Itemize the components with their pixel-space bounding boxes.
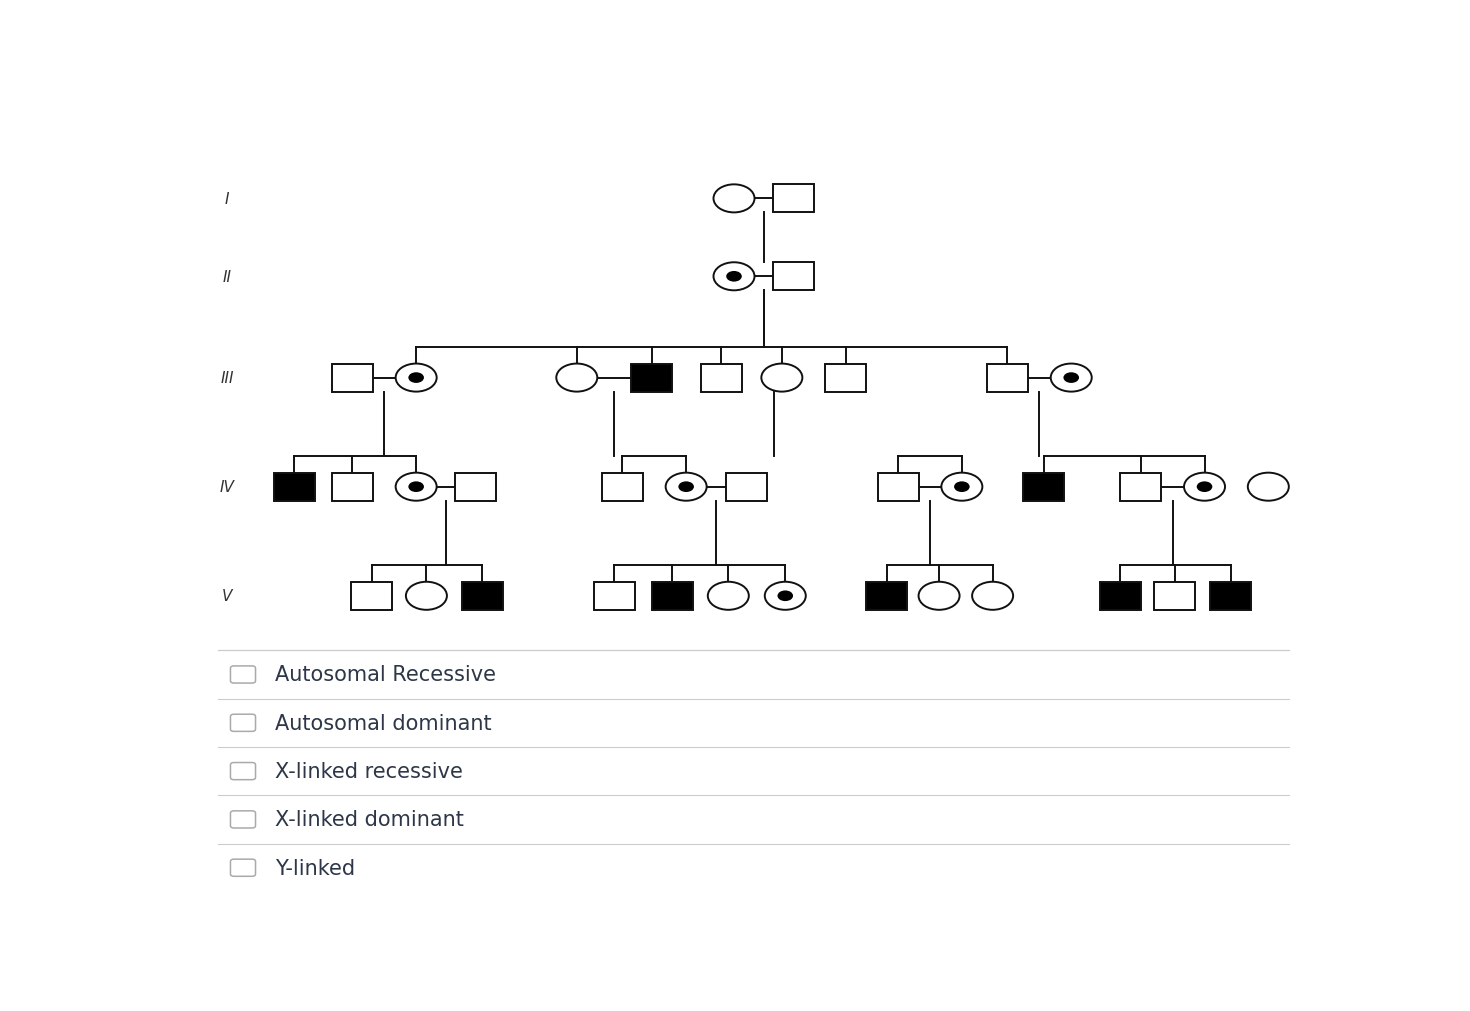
Bar: [878, 473, 919, 501]
Text: Autosomal Recessive: Autosomal Recessive: [275, 665, 495, 684]
Circle shape: [1248, 473, 1289, 501]
Circle shape: [919, 582, 960, 611]
Bar: [454, 473, 495, 501]
Circle shape: [395, 473, 437, 501]
Circle shape: [954, 482, 970, 492]
Circle shape: [761, 364, 803, 392]
Text: Y-linked: Y-linked: [275, 858, 356, 878]
Bar: [653, 582, 692, 611]
Circle shape: [666, 473, 707, 501]
Bar: [601, 473, 642, 501]
Bar: [594, 582, 635, 611]
Circle shape: [778, 590, 794, 602]
Circle shape: [713, 185, 754, 213]
Circle shape: [1197, 482, 1213, 492]
Circle shape: [409, 482, 423, 492]
Circle shape: [764, 582, 806, 611]
Circle shape: [409, 373, 423, 383]
Text: II: II: [222, 270, 232, 284]
Circle shape: [406, 582, 447, 611]
Bar: [1154, 582, 1195, 611]
Text: IV: IV: [219, 479, 235, 494]
FancyBboxPatch shape: [231, 762, 256, 779]
Circle shape: [1183, 473, 1225, 501]
Text: I: I: [225, 192, 229, 206]
Circle shape: [972, 582, 1013, 611]
Bar: [1120, 473, 1161, 501]
FancyBboxPatch shape: [231, 859, 256, 877]
Circle shape: [1063, 373, 1079, 383]
Circle shape: [556, 364, 597, 392]
Bar: [866, 582, 907, 611]
Circle shape: [709, 582, 748, 611]
Bar: [825, 364, 866, 392]
Bar: [332, 364, 373, 392]
Bar: [773, 185, 814, 213]
Text: Autosomal dominant: Autosomal dominant: [275, 713, 491, 733]
Bar: [726, 473, 767, 501]
Circle shape: [941, 473, 982, 501]
Text: X-linked dominant: X-linked dominant: [275, 810, 463, 830]
Text: III: III: [220, 371, 234, 386]
Bar: [1100, 582, 1141, 611]
Circle shape: [726, 272, 742, 282]
FancyBboxPatch shape: [231, 666, 256, 683]
Text: X-linked recessive: X-linked recessive: [275, 761, 463, 782]
Circle shape: [395, 364, 437, 392]
Bar: [462, 582, 503, 611]
FancyBboxPatch shape: [231, 811, 256, 828]
Circle shape: [1051, 364, 1092, 392]
Bar: [1023, 473, 1064, 501]
Bar: [701, 364, 742, 392]
Bar: [986, 364, 1028, 392]
Bar: [773, 263, 814, 291]
Circle shape: [678, 482, 694, 492]
Circle shape: [713, 263, 754, 291]
Text: V: V: [222, 588, 232, 604]
Bar: [351, 582, 392, 611]
Bar: [1210, 582, 1251, 611]
Bar: [273, 473, 315, 501]
Bar: [332, 473, 373, 501]
Bar: [632, 364, 672, 392]
FancyBboxPatch shape: [231, 715, 256, 732]
